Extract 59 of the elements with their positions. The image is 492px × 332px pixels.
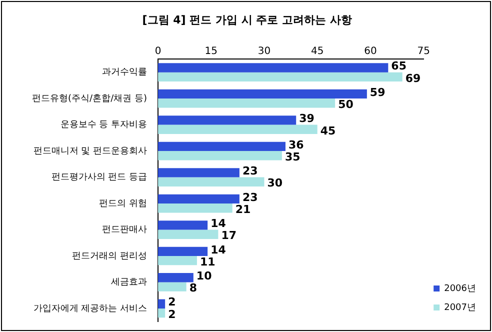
y-tick-label: 과거수익률 xyxy=(102,68,147,78)
data-label: 14 xyxy=(210,243,226,256)
bar xyxy=(158,177,264,186)
bar xyxy=(158,246,208,256)
data-label: 39 xyxy=(299,112,314,126)
bar xyxy=(158,220,208,230)
bar xyxy=(158,230,218,239)
data-label: 11 xyxy=(200,255,216,268)
y-tick-label: 펀드거래의 편리성 xyxy=(72,251,147,262)
data-label: 17 xyxy=(221,229,237,242)
legend-label: 2006년 xyxy=(444,284,476,294)
x-tick-label: 75 xyxy=(417,46,430,57)
bar xyxy=(158,72,402,82)
y-tick-label: 운용보수 등 투자비용 xyxy=(60,120,147,130)
bar xyxy=(158,273,194,282)
bar xyxy=(158,151,282,160)
bar xyxy=(158,89,367,99)
data-label: 65 xyxy=(391,60,406,73)
data-label: 23 xyxy=(242,190,258,204)
data-label: 2 xyxy=(168,308,176,321)
data-label: 30 xyxy=(267,176,283,190)
y-tick-label: 펀드매니저 및 펀드운용회사 xyxy=(33,146,147,156)
bar xyxy=(158,299,166,308)
y-tick-label: 가입자에게 제공하는 서비스 xyxy=(33,304,147,314)
data-label: 21 xyxy=(235,202,251,216)
bar xyxy=(158,98,336,108)
x-tick-label: 0 xyxy=(154,46,162,57)
x-tick-label: 60 xyxy=(364,46,377,57)
y-tick-label: 펀드판매사 xyxy=(102,225,147,236)
data-label: 35 xyxy=(284,150,300,164)
data-label: 59 xyxy=(370,86,386,99)
data-label: 14 xyxy=(210,217,226,230)
bar xyxy=(158,282,186,292)
y-tick-label: 펀드유형(주식/혼합/채권 등) xyxy=(32,94,147,104)
bar xyxy=(158,63,388,72)
bar xyxy=(158,116,296,125)
bar xyxy=(158,204,232,213)
y-tick-label: 펀드평가사의 펀드 등급 xyxy=(51,172,147,183)
data-label: 8 xyxy=(189,282,197,295)
data-label: 10 xyxy=(196,270,212,283)
chart-title: [그림 4] 펀드 가입 시 주로 고려하는 사항 xyxy=(142,13,352,26)
data-label: 2 xyxy=(168,296,176,309)
bar xyxy=(158,308,166,318)
bar xyxy=(158,168,240,178)
x-tick-label: 30 xyxy=(258,46,271,57)
x-tick-label: 45 xyxy=(310,46,324,57)
bar xyxy=(158,142,286,152)
data-label: 50 xyxy=(338,98,354,112)
data-label: 23 xyxy=(242,164,258,178)
x-tick-label: 15 xyxy=(204,46,218,57)
data-label: 36 xyxy=(288,138,304,152)
data-label: 69 xyxy=(405,72,421,85)
data-label: 45 xyxy=(320,124,336,138)
bar xyxy=(158,256,197,266)
y-tick-label: 펀드의 위험 xyxy=(99,198,147,209)
bar xyxy=(158,194,240,204)
legend-label: 2007년 xyxy=(444,302,476,313)
y-tick-label: 세금효과 xyxy=(111,278,147,288)
bar xyxy=(158,124,318,134)
